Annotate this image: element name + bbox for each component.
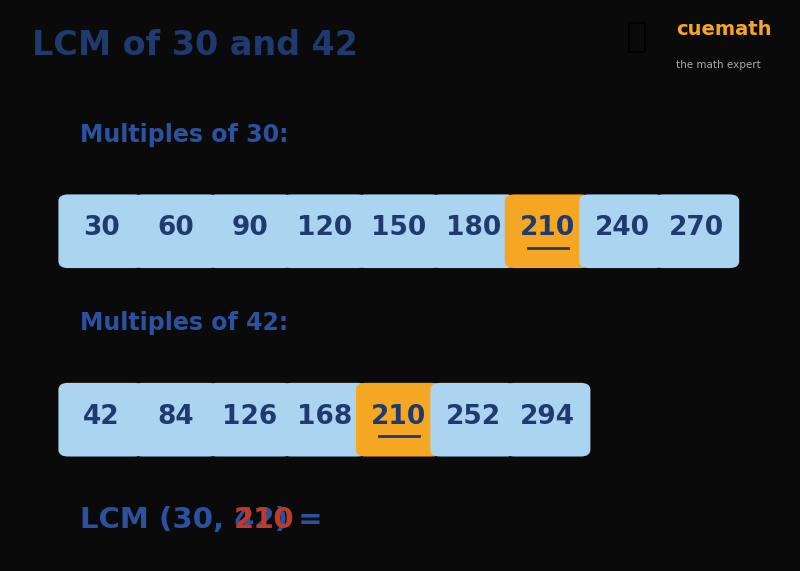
Text: 270: 270 (669, 215, 724, 242)
Text: 90: 90 (232, 215, 268, 242)
Text: 210: 210 (371, 404, 426, 430)
FancyBboxPatch shape (579, 194, 665, 268)
Text: 252: 252 (446, 404, 501, 430)
FancyBboxPatch shape (430, 194, 516, 268)
Text: 210: 210 (520, 215, 575, 242)
Text: 🚀: 🚀 (625, 20, 647, 54)
FancyBboxPatch shape (282, 194, 367, 268)
Text: 294: 294 (520, 404, 575, 430)
Text: 120: 120 (297, 215, 352, 242)
Text: 60: 60 (158, 215, 194, 242)
FancyBboxPatch shape (207, 383, 293, 457)
FancyBboxPatch shape (505, 383, 590, 457)
Text: 150: 150 (371, 215, 426, 242)
Text: Multiples of 30:: Multiples of 30: (80, 123, 289, 147)
FancyBboxPatch shape (505, 194, 590, 268)
FancyBboxPatch shape (356, 194, 442, 268)
FancyBboxPatch shape (282, 383, 367, 457)
Text: Multiples of 42:: Multiples of 42: (80, 311, 288, 335)
Text: the math expert: the math expert (676, 60, 761, 70)
Text: cuemath: cuemath (676, 20, 771, 39)
FancyBboxPatch shape (133, 194, 218, 268)
FancyBboxPatch shape (430, 383, 516, 457)
FancyBboxPatch shape (58, 194, 144, 268)
Text: 42: 42 (83, 404, 119, 430)
Text: 180: 180 (446, 215, 501, 242)
Text: 126: 126 (222, 404, 278, 430)
FancyBboxPatch shape (207, 194, 293, 268)
Text: 240: 240 (594, 215, 650, 242)
Text: 84: 84 (158, 404, 194, 430)
Text: LCM (30, 42) =: LCM (30, 42) = (80, 505, 333, 534)
Text: 30: 30 (83, 215, 119, 242)
Text: 168: 168 (297, 404, 352, 430)
FancyBboxPatch shape (356, 383, 442, 457)
Text: 210: 210 (234, 505, 294, 534)
Text: LCM of 30 and 42: LCM of 30 and 42 (32, 29, 358, 62)
FancyBboxPatch shape (654, 194, 739, 268)
FancyBboxPatch shape (58, 383, 144, 457)
FancyBboxPatch shape (133, 383, 218, 457)
